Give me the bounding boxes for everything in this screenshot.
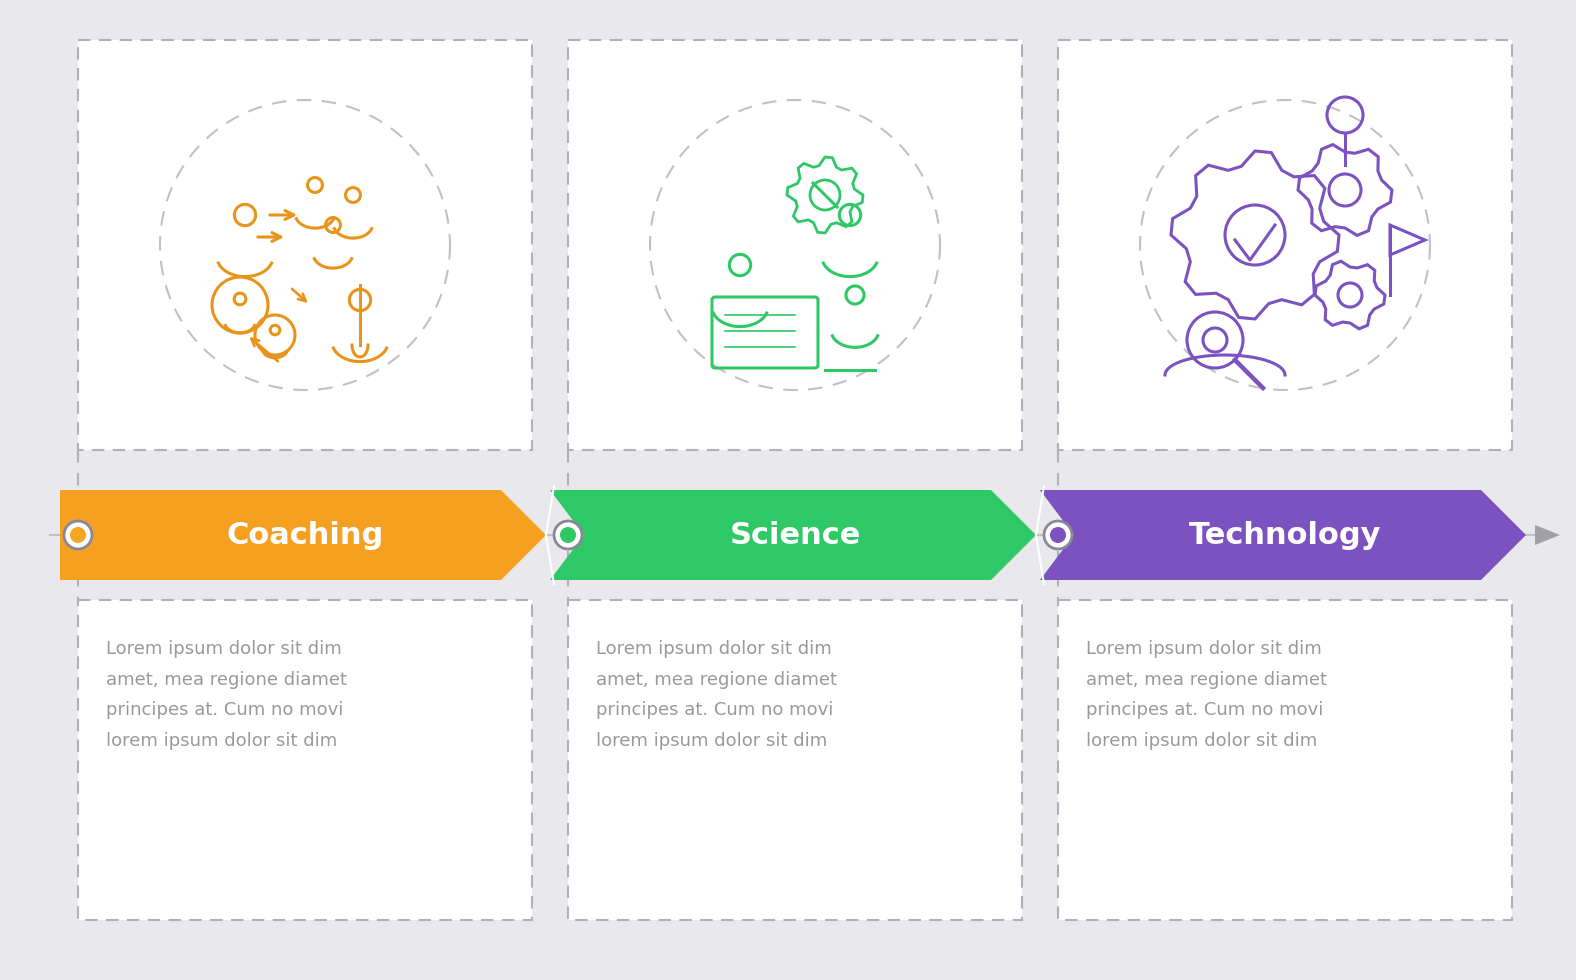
Polygon shape xyxy=(1535,525,1560,545)
Text: Lorem ipsum dolor sit dim
amet, mea regione diamet
principes at. Cum no movi
lor: Lorem ipsum dolor sit dim amet, mea regi… xyxy=(106,640,347,750)
Text: Lorem ipsum dolor sit dim
amet, mea regione diamet
principes at. Cum no movi
lor: Lorem ipsum dolor sit dim amet, mea regi… xyxy=(1086,640,1327,750)
Text: Technology: Technology xyxy=(1188,520,1381,550)
FancyBboxPatch shape xyxy=(1057,40,1511,450)
Circle shape xyxy=(1043,521,1072,549)
Circle shape xyxy=(65,521,91,549)
FancyBboxPatch shape xyxy=(77,600,533,920)
FancyBboxPatch shape xyxy=(1057,600,1511,920)
Polygon shape xyxy=(1040,490,1526,580)
Circle shape xyxy=(69,527,87,543)
FancyBboxPatch shape xyxy=(567,600,1021,920)
FancyBboxPatch shape xyxy=(77,40,533,450)
Text: Science: Science xyxy=(730,520,860,550)
FancyBboxPatch shape xyxy=(567,40,1021,450)
Text: Coaching: Coaching xyxy=(227,520,383,550)
Circle shape xyxy=(559,527,575,543)
Circle shape xyxy=(555,521,582,549)
Polygon shape xyxy=(550,490,1035,580)
Text: Lorem ipsum dolor sit dim
amet, mea regione diamet
principes at. Cum no movi
lor: Lorem ipsum dolor sit dim amet, mea regi… xyxy=(596,640,837,750)
Circle shape xyxy=(1050,527,1065,543)
Polygon shape xyxy=(60,490,545,580)
